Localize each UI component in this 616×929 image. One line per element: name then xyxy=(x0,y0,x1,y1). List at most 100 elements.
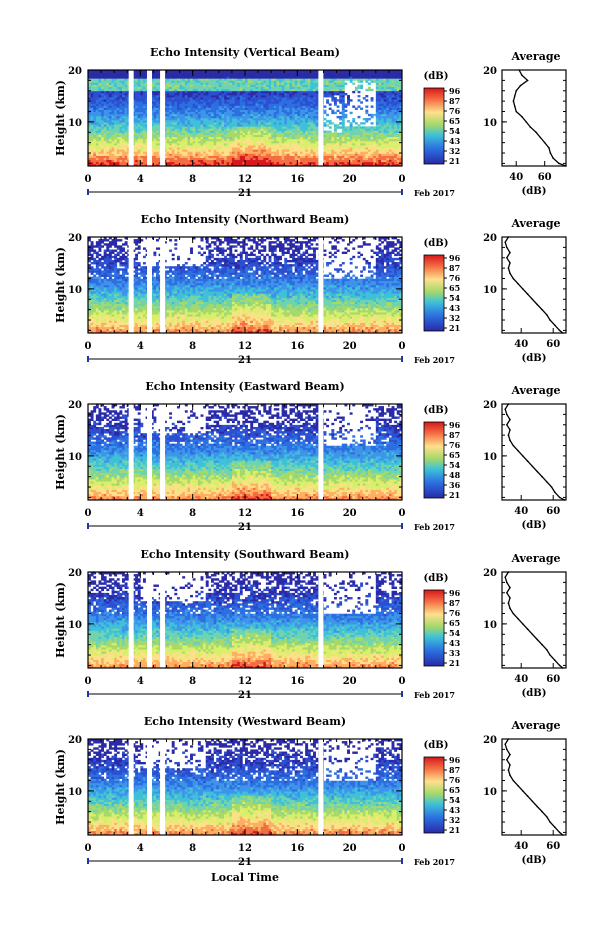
heatmap-cell xyxy=(184,161,188,165)
heatmap-cell xyxy=(103,101,107,104)
heatmap-cell xyxy=(229,163,233,167)
heatmap-cell xyxy=(108,111,112,115)
heatmap-cell xyxy=(265,155,269,158)
heatmap-cell xyxy=(114,118,118,121)
heatmap-cell xyxy=(208,163,212,167)
heatmap-cell xyxy=(252,84,256,87)
heatmap-cell xyxy=(242,155,246,158)
heatmap-cell xyxy=(156,136,159,140)
heatmap-cell xyxy=(276,140,280,144)
heatmap-cell xyxy=(90,147,94,150)
heatmap-cell xyxy=(184,140,188,144)
heatmap-cell xyxy=(362,134,366,138)
heatmap-cell xyxy=(388,145,392,148)
heatmap-cell xyxy=(179,155,183,158)
heatmap-cell xyxy=(90,74,94,77)
heatmap-cell xyxy=(373,151,377,154)
heatmap-cell xyxy=(357,155,361,158)
heatmap-cell xyxy=(171,147,175,150)
heatmap-cell xyxy=(153,155,157,158)
heatmap-cell xyxy=(265,115,269,119)
heatmap-cell xyxy=(182,155,186,158)
heatmap-cell xyxy=(156,118,159,121)
heatmap-cell xyxy=(197,120,201,123)
heatmap-cell xyxy=(88,132,91,135)
heatmap-cell xyxy=(142,113,146,117)
heatmap-cell xyxy=(344,126,348,129)
heatmap-cell xyxy=(216,161,220,165)
heatmap-cell xyxy=(103,130,107,133)
heatmap-cell xyxy=(187,140,191,144)
heatmap-cell xyxy=(122,113,125,117)
heatmap-cell xyxy=(182,134,186,138)
heatmap-cell xyxy=(315,134,319,138)
heatmap-cell xyxy=(336,134,340,138)
heatmap-cell xyxy=(90,115,94,119)
heatmap-cell xyxy=(239,140,243,144)
heatmap-cell xyxy=(265,109,269,113)
heatmap-cell xyxy=(192,101,196,104)
heatmap-cell xyxy=(135,97,139,100)
heatmap-cell xyxy=(179,115,183,119)
heatmap-cell xyxy=(111,99,115,102)
heatmap-cell xyxy=(213,92,217,96)
heatmap-cell xyxy=(328,103,332,106)
heatmap-cell xyxy=(93,105,97,108)
heatmap-cell xyxy=(210,145,214,148)
heatmap-cell xyxy=(153,140,157,144)
heatmap-cell xyxy=(265,157,269,161)
heatmap-cell xyxy=(88,115,91,119)
heatmap-cell xyxy=(286,113,290,117)
heatmap-cell xyxy=(101,145,104,148)
heatmap-cell xyxy=(176,105,180,108)
heatmap-cell xyxy=(381,138,384,142)
heatmap-cell xyxy=(166,124,170,127)
heatmap-cell xyxy=(197,126,201,129)
heatmap-cell xyxy=(323,161,327,165)
heatmap-cell xyxy=(176,157,180,161)
heatmap-cell xyxy=(142,76,146,79)
heatmap-cell xyxy=(255,99,259,102)
heatmap-cell xyxy=(182,118,186,121)
heatmap-cell xyxy=(310,159,314,163)
heatmap-cell xyxy=(255,128,259,131)
heatmap-cell xyxy=(302,143,306,146)
heatmap-cell xyxy=(396,143,400,146)
heatmap-cell xyxy=(388,99,392,102)
heatmap-cell xyxy=(156,155,159,158)
heatmap-cell xyxy=(184,128,188,131)
heatmap-cell xyxy=(299,88,303,92)
heatmap-cell xyxy=(237,147,241,150)
heatmap-cell xyxy=(255,107,259,110)
heatmap-cell xyxy=(313,122,316,125)
heatmap-cell xyxy=(333,76,337,79)
heatmap-cell xyxy=(179,82,183,85)
heatmap-cell xyxy=(326,145,330,148)
heatmap-cell xyxy=(192,115,196,119)
heatmap-cell xyxy=(271,95,275,98)
heatmap-cell xyxy=(245,138,248,142)
heatmap-cell xyxy=(396,122,400,125)
heatmap-cell xyxy=(169,134,173,138)
heatmap-cell xyxy=(224,99,227,102)
heatmap-cell xyxy=(111,155,115,158)
heatmap-cell xyxy=(218,74,222,77)
heatmap-cell xyxy=(182,130,186,133)
heatmap-cell xyxy=(252,109,256,113)
heatmap-cell xyxy=(203,78,207,81)
heatmap-cell xyxy=(378,134,382,138)
heatmap-cell xyxy=(305,151,309,154)
heatmap-cell xyxy=(367,78,371,81)
heatmap-cell xyxy=(98,120,102,123)
heatmap-cell xyxy=(176,113,180,117)
heatmap-cell xyxy=(242,101,246,104)
heatmap-cell xyxy=(111,122,115,125)
heatmap-cell xyxy=(394,97,398,100)
heatmap-cell xyxy=(378,145,382,148)
heatmap-cell xyxy=(341,90,345,94)
heatmap-cell xyxy=(279,82,282,85)
heatmap-cell xyxy=(294,149,298,152)
heatmap-cell xyxy=(192,122,196,125)
heatmap-cell xyxy=(315,109,319,113)
heatmap-cell xyxy=(375,107,379,110)
